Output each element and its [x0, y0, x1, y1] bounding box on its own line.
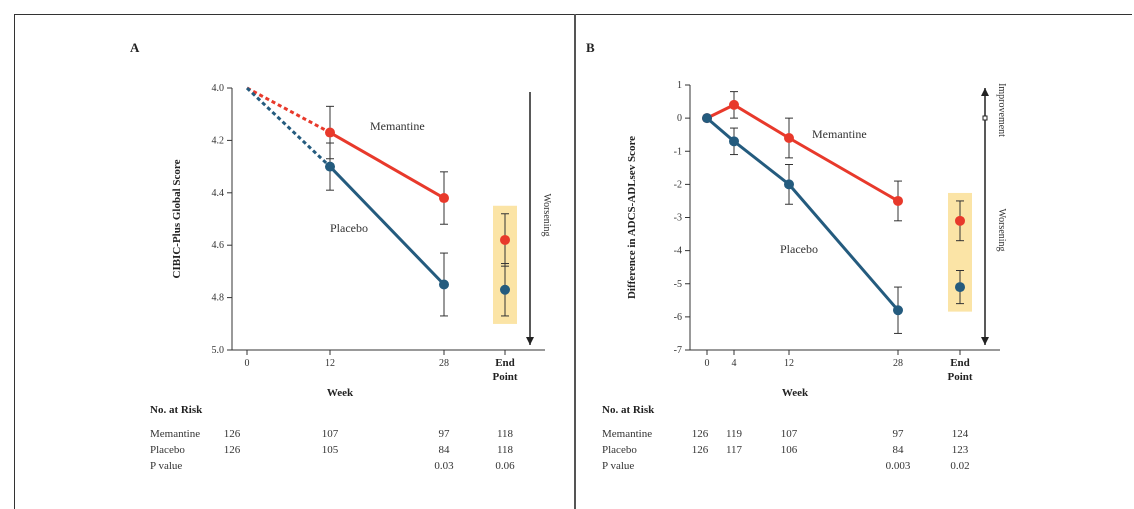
- series-label-placebo: Placebo: [780, 242, 818, 256]
- x-tick-label: 4: [732, 358, 737, 369]
- x-axis-label: Week: [782, 387, 809, 399]
- y-tick-label: 4.6: [212, 240, 225, 251]
- risk-table-cell: 118: [497, 428, 514, 440]
- x-axis-label: Week: [327, 387, 354, 399]
- risk-table-cell: 118: [497, 444, 514, 456]
- data-point: [729, 99, 739, 110]
- risk-table-cell: 107: [781, 428, 798, 440]
- x-tick-label: 0: [705, 358, 710, 369]
- risk-table-cell: 97: [893, 428, 905, 440]
- endpoint-point: [955, 282, 965, 293]
- arrow-head-down: [526, 337, 534, 345]
- y-tick-label: -5: [674, 279, 682, 290]
- series-line: [706, 116, 900, 312]
- risk-table-row-label: P value: [602, 460, 634, 472]
- x-tick-label-point: Point: [492, 371, 517, 383]
- x-tick-label: 0: [245, 358, 250, 369]
- risk-table-cell: 126: [692, 428, 709, 440]
- data-point: [439, 193, 449, 204]
- panel-label: B: [586, 40, 595, 55]
- series-line-dashed: [245, 86, 332, 168]
- risk-table-cell: 0.02: [950, 460, 969, 472]
- y-tick-label: 4.2: [212, 135, 225, 146]
- series-label-memantine: Memantine: [812, 127, 867, 141]
- y-axis-label: CIBIC-Plus Global Score: [171, 159, 183, 278]
- risk-table-cell: 123: [952, 444, 969, 456]
- risk-table-cell: 0.06: [495, 460, 515, 472]
- x-tick-label-point: Point: [947, 371, 972, 383]
- risk-table-row-label: P value: [150, 460, 182, 472]
- improvement-label: Improvement: [996, 83, 1007, 137]
- y-tick-label: -6: [674, 312, 682, 323]
- y-tick-label: 0: [677, 113, 682, 124]
- y-tick-label: 1: [677, 80, 682, 91]
- data-point: [702, 113, 712, 124]
- arrow-origin-marker: [982, 115, 988, 121]
- x-tick-label: 12: [325, 358, 335, 369]
- x-tick-label-end: End: [950, 357, 970, 369]
- arrow-head-down: [981, 337, 989, 345]
- risk-table-cell: 84: [893, 444, 905, 456]
- risk-table-title: No. at Risk: [602, 404, 655, 416]
- risk-table-cell: 106: [781, 444, 798, 456]
- figure-frame: [14, 14, 1132, 509]
- risk-table-cell: 119: [726, 428, 743, 440]
- risk-table-row-label: Memantine: [150, 428, 200, 440]
- series-line: [328, 165, 446, 286]
- x-tick-label: 28: [439, 358, 449, 369]
- y-tick-label: 4.0: [212, 83, 225, 94]
- worsening-label: Worsening: [541, 193, 552, 236]
- endpoint-point: [500, 234, 510, 245]
- risk-table-cell: 107: [322, 428, 339, 440]
- y-tick-label: -1: [674, 146, 682, 157]
- risk-table-row-label: Memantine: [602, 428, 652, 440]
- series-line: [706, 103, 899, 203]
- y-tick-label: 4.4: [212, 188, 225, 199]
- x-tick-label: 12: [784, 358, 794, 369]
- data-point: [729, 136, 739, 147]
- data-point: [893, 195, 903, 206]
- x-tick-label-end: End: [495, 357, 515, 369]
- y-tick-label: 4.8: [212, 293, 225, 304]
- endpoint-point: [955, 215, 965, 226]
- series-line: [329, 131, 445, 200]
- y-tick-label: 5.0: [212, 345, 225, 356]
- arrow-head-up: [981, 88, 989, 96]
- data-point: [325, 161, 335, 172]
- risk-table-cell: 126: [692, 444, 709, 456]
- risk-table-row-label: Placebo: [602, 444, 637, 456]
- risk-table-cell: 0.03: [434, 460, 454, 472]
- data-point: [893, 305, 903, 316]
- data-point: [439, 279, 449, 290]
- panel-label: A: [130, 40, 140, 55]
- y-tick-label: -7: [674, 345, 682, 356]
- y-tick-label: -4: [674, 246, 682, 257]
- risk-table-cell: 126: [224, 428, 241, 440]
- risk-table-cell: 97: [439, 428, 451, 440]
- panel-divider: [574, 14, 576, 509]
- risk-table-cell: 0.003: [886, 460, 911, 472]
- series-label-placebo: Placebo: [330, 221, 368, 235]
- y-tick-label: -2: [674, 179, 682, 190]
- y-tick-label: -3: [674, 213, 682, 224]
- risk-table-cell: 117: [726, 444, 743, 456]
- x-tick-label: 28: [893, 358, 903, 369]
- risk-table-cell: 124: [952, 428, 969, 440]
- series-label-memantine: Memantine: [370, 119, 425, 133]
- data-point: [784, 179, 794, 190]
- series-line-dashed: [246, 86, 331, 134]
- risk-table-title: No. at Risk: [150, 404, 203, 416]
- data-point: [325, 127, 335, 138]
- y-axis-label: Difference in ADCS-ADLsev Score: [626, 136, 638, 299]
- endpoint-point: [500, 284, 510, 295]
- risk-table-cell: 84: [439, 444, 451, 456]
- data-point: [784, 133, 794, 143]
- risk-table-row-label: Placebo: [150, 444, 185, 456]
- risk-table-cell: 126: [224, 444, 241, 456]
- worsening-label: Worsening: [996, 208, 1007, 251]
- risk-table-cell: 105: [322, 444, 339, 456]
